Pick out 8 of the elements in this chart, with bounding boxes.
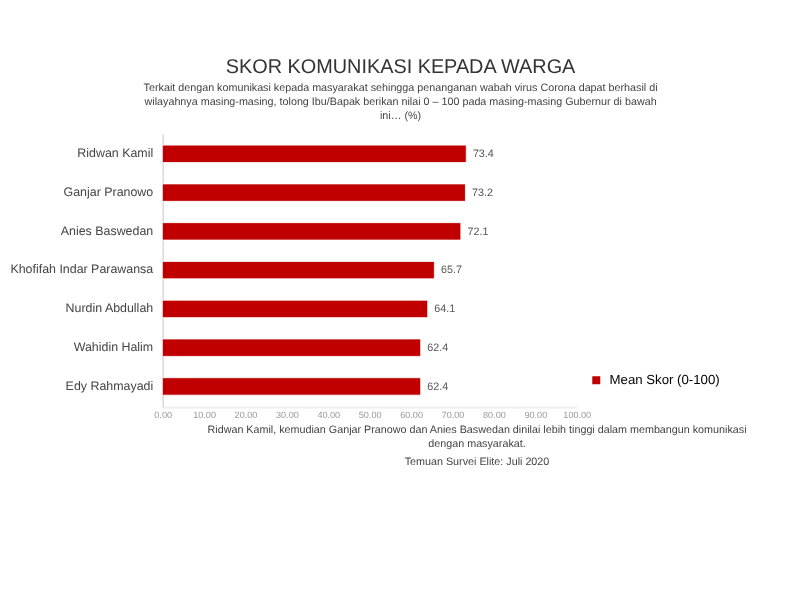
bar xyxy=(161,299,429,319)
bar xyxy=(161,377,422,396)
bar xyxy=(161,183,466,202)
bar xyxy=(161,261,435,280)
chart-title: SKOR KOMUNIKASI KEPADA WARGA xyxy=(225,57,577,80)
bar xyxy=(161,222,462,241)
bar xyxy=(161,338,422,357)
bar xyxy=(161,144,467,163)
